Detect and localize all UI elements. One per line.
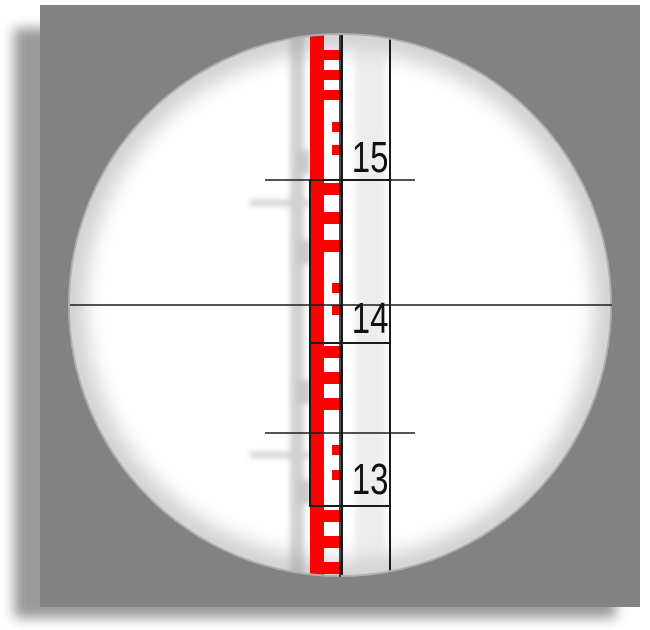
staff-outline	[309, 35, 391, 575]
crosshair-icon	[70, 35, 612, 577]
staff-label-lower: 13	[352, 456, 389, 505]
staff-ghost	[250, 35, 385, 575]
staff-label-upper: 15	[352, 134, 389, 183]
staff-label-center: 14	[352, 295, 389, 344]
